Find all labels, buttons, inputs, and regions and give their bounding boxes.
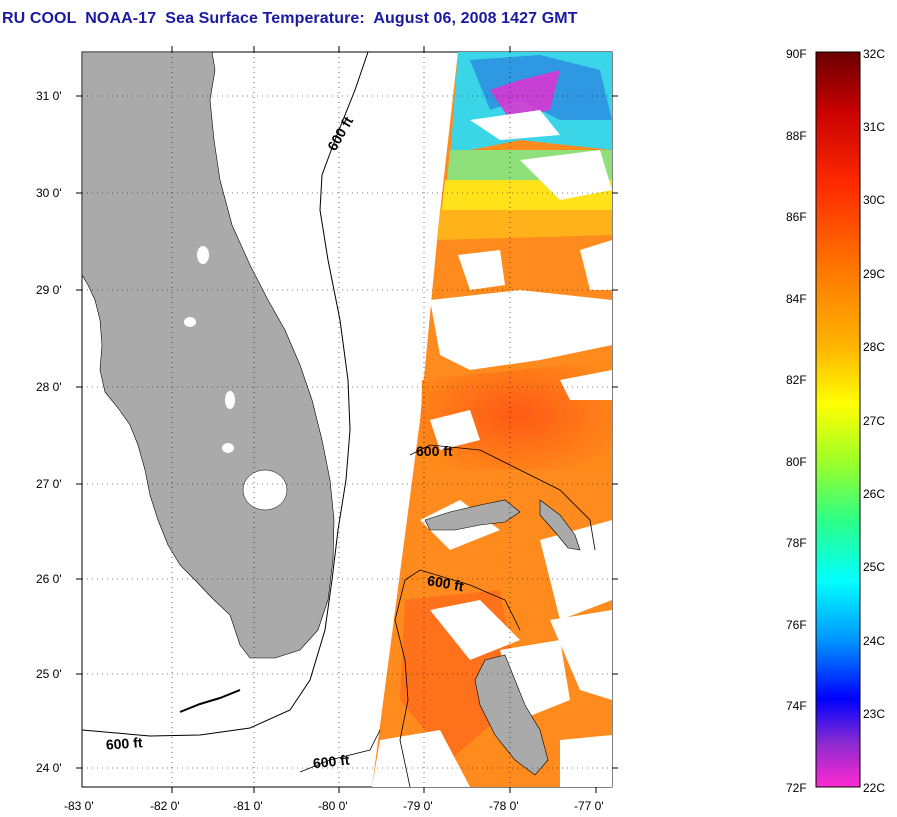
colorbar-c-label: 30C — [863, 193, 885, 207]
colorbar-f-label: 80F — [786, 455, 807, 469]
colorbar-f-label: 78F — [786, 536, 807, 550]
colorbar: 90F 88F 86F 84F 82F 80F 78F 76F 74F 72F … — [786, 47, 885, 795]
lon-label: -79 0' — [403, 799, 433, 813]
contour-600ft — [82, 52, 369, 737]
florida-keys — [179, 689, 241, 713]
lake-okeechobee — [242, 469, 288, 511]
colorbar-c-label: 27C — [863, 414, 885, 428]
colorbar-c-label: 25C — [863, 560, 885, 574]
lat-label: 31 0' — [36, 89, 62, 103]
colorbar-f-label: 88F — [786, 129, 807, 143]
colorbar-c-label: 31C — [863, 120, 885, 134]
lon-label: -80 0' — [318, 799, 348, 813]
lon-axis: -83 0' -82 0' -81 0' -80 0' -79 0' -78 0… — [64, 46, 604, 813]
colorbar-c-label: 32C — [863, 47, 885, 61]
colorbar-f-label: 90F — [786, 47, 807, 61]
colorbar-f-label: 86F — [786, 210, 807, 224]
lat-label: 30 0' — [36, 186, 62, 200]
colorbar-c-label: 26C — [863, 487, 885, 501]
lon-label: -83 0' — [64, 799, 94, 813]
bank-outline — [394, 579, 411, 787]
sst-swath — [372, 52, 612, 787]
colorbar-c-label: 24C — [863, 634, 885, 648]
contour-600ft — [299, 729, 381, 773]
andros — [474, 654, 549, 776]
map-title: RU COOL NOAA-17 Sea Surface Temperature:… — [2, 10, 578, 27]
abaco — [539, 499, 581, 551]
grand-bahama — [424, 499, 521, 531]
colorbar-f-label: 84F — [786, 292, 807, 306]
contour-label: 600 ft — [312, 751, 350, 771]
contour-label: 600 ft — [416, 443, 453, 459]
lat-label: 26 0' — [36, 572, 62, 586]
lon-label: -81 0' — [233, 799, 263, 813]
colorbar-f-label: 72F — [786, 781, 807, 795]
lat-axis: 31 0' 30 0' 29 0' 28 0' 27 0' 26 0' 25 0… — [36, 89, 618, 775]
lon-label: -82 0' — [150, 799, 180, 813]
bank-outline — [404, 569, 521, 631]
lake-small — [184, 317, 196, 327]
contour-label: 600 ft — [426, 572, 465, 594]
lake-small — [222, 443, 234, 453]
colorbar-f-label: 76F — [786, 618, 807, 632]
colorbar-c-label: 23C — [863, 707, 885, 721]
lon-label: -78 0' — [489, 799, 519, 813]
lat-label: 24 0' — [36, 761, 62, 775]
graticule — [82, 52, 612, 787]
lat-label: 27 0' — [36, 477, 62, 491]
bank-outline — [409, 444, 596, 551]
colorbar-c-label: 29C — [863, 267, 885, 281]
lat-label: 28 0' — [36, 380, 62, 394]
colorbar-f-label: 74F — [786, 699, 807, 713]
lat-label: 29 0' — [36, 283, 62, 297]
lat-label: 25 0' — [36, 667, 62, 681]
lake-small — [197, 246, 209, 264]
colorbar-c-label: 28C — [863, 340, 885, 354]
colorbar-c-label: 22C — [863, 781, 885, 795]
lake-small — [225, 391, 235, 409]
contour-label: 600 ft — [105, 734, 143, 753]
colorbar-gradient — [815, 51, 861, 788]
colorbar-f-label: 82F — [786, 373, 807, 387]
lon-label: -77 0' — [574, 799, 604, 813]
